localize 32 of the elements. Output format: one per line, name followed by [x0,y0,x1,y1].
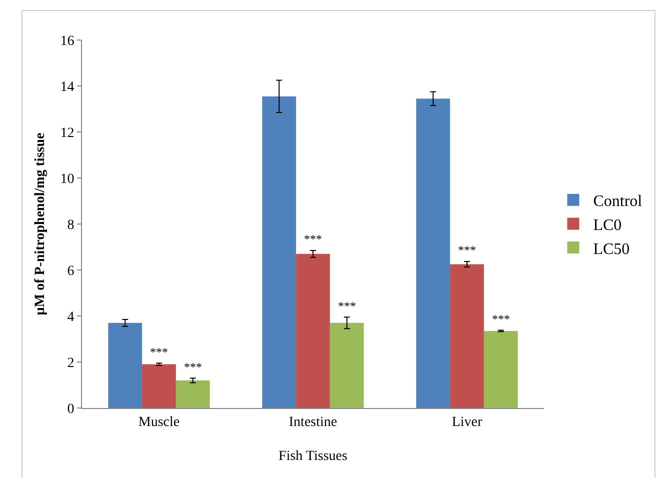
data-label: *** [458,243,476,257]
data-label: *** [492,312,510,326]
bar [108,322,142,408]
bar [484,330,518,408]
x-axis-title: Fish Tissues [278,449,348,464]
x-tick-label: Liver [452,414,482,430]
legend-label: LC50 [593,240,630,258]
bar [176,380,210,408]
bar [450,264,484,408]
bar [330,322,364,408]
y-tick-label: 12 [60,126,74,141]
x-tick-label: Muscle [138,414,180,430]
data-label: *** [184,360,202,374]
y-tick-label: 10 [60,172,74,187]
x-tick-label: Intestine [288,414,338,430]
legend-label: LC0 [593,216,622,234]
y-tick-label: 0 [67,402,74,417]
y-tick-label: 6 [67,264,74,279]
y-tick-label: 16 [60,34,74,49]
bar [416,98,450,408]
y-axis-title: µM of P-nitrophenol/mg tissue [33,132,48,316]
data-label: *** [150,345,168,359]
legend-label: Control [593,193,643,210]
bar [296,254,330,408]
y-tick-label: 2 [67,356,74,371]
data-label: *** [304,232,322,246]
bar [142,364,176,408]
y-tick-label: 4 [67,310,74,325]
y-tick-label: 8 [67,218,74,233]
data-label: *** [338,299,356,313]
bar [262,96,296,408]
y-tick-label: 14 [60,80,74,95]
